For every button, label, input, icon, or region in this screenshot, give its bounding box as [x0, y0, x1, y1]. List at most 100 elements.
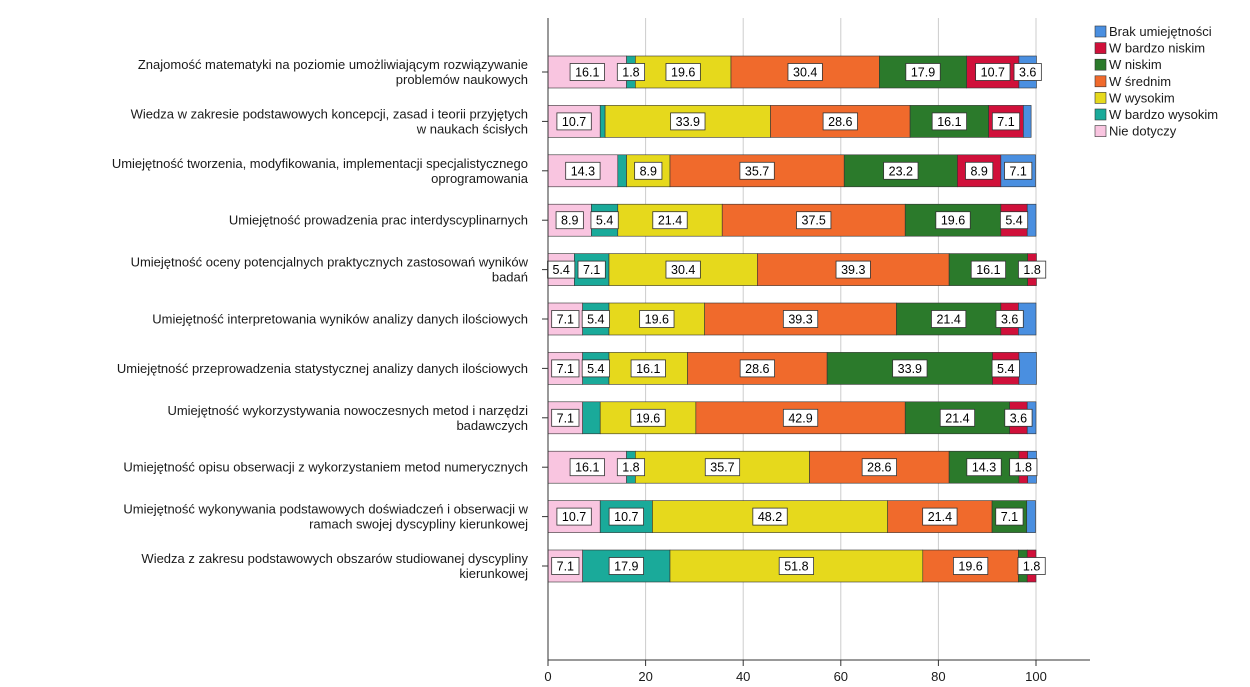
data-label-box — [581, 359, 610, 378]
legend-label: Brak umiejętności — [1109, 24, 1212, 39]
data-label: 3.6 — [1001, 313, 1018, 327]
category-label: badań — [492, 270, 528, 285]
data-label: 5.4 — [587, 362, 604, 376]
data-label-box — [1013, 63, 1042, 81]
data-label: 14.3 — [972, 461, 996, 475]
data-label: 28.6 — [828, 115, 852, 129]
category-label: Wiedza w zakresie podstawowych koncepcji… — [131, 106, 528, 121]
data-label-box — [966, 458, 1002, 477]
category-label: w naukach ścisłych — [416, 121, 528, 136]
category-label: ramach swojej dyscypliny kierunkowej — [309, 517, 528, 532]
data-label: 1.8 — [1015, 461, 1032, 475]
data-label: 1.8 — [1023, 560, 1040, 574]
data-label-box — [953, 557, 989, 575]
data-label: 3.6 — [1010, 411, 1027, 425]
data-label-box — [787, 63, 823, 81]
data-label: 33.9 — [676, 115, 700, 129]
data-label: 23.2 — [889, 164, 913, 178]
category-label: Umiejętność tworzenia, modyfikowania, im… — [112, 156, 528, 171]
bar-segment — [582, 401, 601, 435]
category-label: oprogramowania — [431, 171, 529, 186]
data-label-box — [905, 63, 941, 81]
data-label-box — [739, 359, 775, 378]
bar-segment — [1026, 203, 1037, 237]
legend-swatch — [1094, 92, 1107, 104]
data-label: 48.2 — [758, 510, 782, 524]
data-label: 7.1 — [583, 263, 600, 277]
data-label: 7.1 — [557, 411, 574, 425]
data-label-box — [581, 310, 610, 328]
data-label: 16.1 — [636, 362, 660, 376]
legend-label: W bardzo wysokim — [1109, 107, 1218, 122]
data-label: 21.4 — [945, 411, 969, 425]
category-label: Wiedza z zakresu podstawowych obszarów s… — [141, 551, 528, 566]
data-label: 8.9 — [640, 164, 657, 178]
legend-label: W bardzo niskim — [1109, 41, 1205, 56]
data-labels: 16.1 1.8 19.6 30.4 17.9 10.7 3.6 10.7 33.9 28.6 16… — [547, 63, 1047, 575]
data-label: 39.3 — [841, 263, 865, 277]
category-labels: Znajomość matematyki na poziomie umożliw… — [112, 57, 529, 581]
data-label: 1.8 — [622, 66, 639, 80]
data-label-box — [995, 310, 1024, 328]
data-label: 1.8 — [622, 461, 639, 475]
data-label: 33.9 — [898, 362, 922, 376]
data-label: 5.4 — [1005, 214, 1022, 228]
data-label: 16.1 — [976, 263, 1000, 277]
data-label: 37.5 — [802, 214, 826, 228]
data-label: 14.3 — [571, 164, 595, 178]
category-label: Umiejętność interpretowania wyników anal… — [152, 312, 528, 327]
data-label-box — [634, 161, 663, 180]
data-label-box — [551, 408, 580, 427]
data-label-box — [822, 112, 858, 131]
legend-swatch — [1094, 42, 1107, 54]
data-label-box — [935, 211, 971, 230]
data-label-box — [883, 161, 919, 180]
data-label: 7.1 — [997, 115, 1014, 129]
bar-segment — [617, 154, 627, 188]
data-label: 21.4 — [936, 313, 960, 327]
category-label: Umiejętność oceny potencjalnych praktycz… — [131, 255, 529, 270]
data-label: 28.6 — [745, 362, 769, 376]
data-label-box — [569, 458, 605, 477]
data-label-box — [565, 161, 601, 180]
data-label-box — [551, 310, 580, 328]
data-label: 28.6 — [867, 461, 891, 475]
category-label: Znajomość matematyki na poziomie umożliw… — [138, 57, 528, 72]
data-label-box — [556, 507, 592, 526]
data-label: 8.9 — [561, 214, 578, 228]
data-label-box — [608, 557, 644, 575]
data-label-box — [1004, 408, 1033, 427]
data-label: 16.1 — [575, 66, 599, 80]
data-label: 39.3 — [788, 313, 812, 327]
data-label: 10.7 — [981, 66, 1005, 80]
data-label: 19.6 — [941, 214, 965, 228]
x-tick-label: 80 — [931, 669, 945, 684]
data-label-box — [630, 408, 666, 427]
data-label-box — [590, 211, 619, 230]
axes: 0 20 40 60 80 100 — [542, 18, 1090, 684]
data-label-box — [608, 507, 644, 526]
data-label: 7.1 — [1001, 510, 1018, 524]
data-label-box — [931, 112, 967, 131]
data-label-box — [1004, 161, 1033, 180]
data-label: 30.4 — [671, 263, 695, 277]
data-label: 5.4 — [552, 263, 569, 277]
legend-label: W wysokim — [1109, 90, 1175, 105]
data-label-box — [778, 557, 814, 575]
data-label: 10.7 — [562, 510, 586, 524]
data-label: 35.7 — [745, 164, 769, 178]
bar-segment — [1023, 105, 1032, 138]
data-label-box — [670, 112, 706, 131]
data-label: 7.1 — [1009, 164, 1026, 178]
data-label-box — [551, 359, 580, 378]
data-label-box — [639, 310, 675, 328]
legend-swatch — [1094, 58, 1107, 71]
data-label-box — [665, 260, 701, 279]
data-label-box — [970, 260, 1007, 279]
bar-segment — [1018, 352, 1037, 385]
data-label-box — [556, 112, 592, 131]
data-label-box — [1017, 557, 1046, 575]
data-label: 21.4 — [928, 510, 952, 524]
